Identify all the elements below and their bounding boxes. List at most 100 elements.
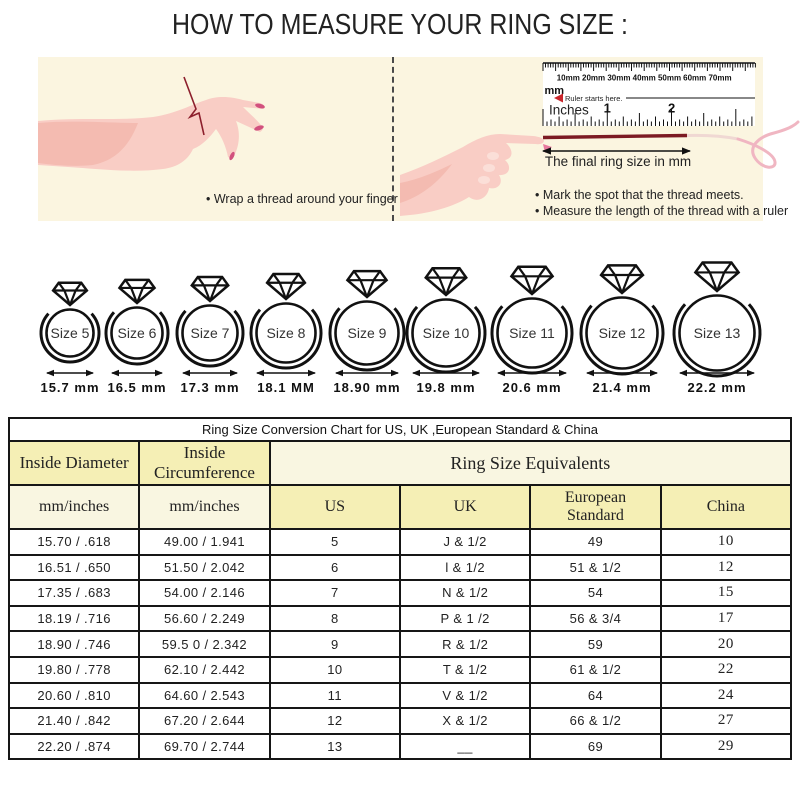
table-cell: 51 & 1/2 <box>529 553 662 582</box>
table-cell: 64.60 / 2.543 <box>138 681 271 710</box>
diamond-facets <box>267 274 305 299</box>
ring-illustration: Size 8 18.1 MM <box>249 274 323 395</box>
header-european: European Standard <box>529 484 662 530</box>
table-cell: 29 <box>659 732 793 761</box>
table-cell: __ <box>398 732 532 761</box>
arrowhead-icon <box>586 369 594 377</box>
ring-illustration: Size 9 18.90 mm <box>328 271 406 395</box>
table-title: Ring Size Conversion Chart for US, UK ,E… <box>8 417 792 442</box>
arrowhead-icon <box>559 369 567 377</box>
table-cell: 20.60 / .810 <box>7 681 141 710</box>
diamond-facets <box>511 267 552 294</box>
table-cell: 16.51 / .650 <box>7 553 141 582</box>
ring-band-inner <box>585 296 659 370</box>
ring-band-outer <box>405 305 487 374</box>
table-cell: 11 <box>268 681 401 710</box>
diamond-icon <box>695 262 738 291</box>
ring-band-outer <box>579 304 665 376</box>
ring-band-outer <box>39 312 101 364</box>
arrowhead-icon <box>747 369 755 377</box>
arrowhead-icon <box>111 369 119 377</box>
diamond-facets <box>192 277 228 301</box>
table-cell: 59 <box>529 630 662 658</box>
ring-band-inner <box>110 306 164 360</box>
table-cell: 15.70 / .618 <box>7 528 141 556</box>
fingernail <box>255 103 265 109</box>
table-cell: 18.19 / .716 <box>7 604 141 633</box>
ring-size-label: Size 13 <box>694 325 741 341</box>
table-row: 20.60 / .810 64.60 / 2.543 11 V & 1/2 64 24 <box>7 681 793 710</box>
table-cell: 22.20 / .874 <box>7 732 141 761</box>
ring-diameter-label: 20.6 mm <box>502 380 561 395</box>
arrowhead-icon <box>650 369 658 377</box>
fingernail <box>229 151 235 161</box>
table-cell: 21.40 / .842 <box>7 707 141 735</box>
diamond-icon <box>119 280 154 303</box>
ruler-mm-label: 20mm <box>582 74 605 83</box>
ruler-starts-here-label: Ruler starts here. <box>565 94 623 103</box>
table-cell: 10 <box>268 655 401 684</box>
table-cell: 59.5 0 / 2.342 <box>138 630 271 658</box>
table-cell: 69 <box>529 732 662 761</box>
diamond-icon <box>347 271 386 297</box>
ring-size-label: Size 11 <box>509 325 555 341</box>
ring-band-outer <box>175 309 245 368</box>
ruler-inch-number: 1 <box>604 101 611 116</box>
table-row: 18.19 / .716 56.60 / 2.249 8 P & 1 /2 56 & 3… <box>7 604 793 633</box>
ring-illustration: Size 7 17.3 mm <box>175 277 245 395</box>
table-cell: 66 & 1/2 <box>529 707 662 735</box>
table-row: 15.70 / .618 49.00 / 1.941 5 J & 1/2 49 10 <box>7 528 793 556</box>
diamond-facets <box>347 271 386 297</box>
ruler-inches-label: Inches <box>549 103 589 118</box>
diamond-icon <box>426 268 467 295</box>
ring-illustration: Size 11 20.6 mm <box>490 267 574 395</box>
table-cell: 6 <box>268 553 401 582</box>
table-row: 22.20 / .874 69.70 / 2.744 13 __ 69 29 <box>7 732 793 761</box>
table-cell: 19.80 / .778 <box>7 655 141 684</box>
table-cell: 64 <box>529 681 662 710</box>
ring-band-inner <box>411 298 481 368</box>
ring-illustration: Size 6 16.5 mm <box>104 280 170 395</box>
table-cell: 56.60 / 2.249 <box>138 604 271 633</box>
table-row: 18.90 / .746 59.5 0 / 2.342 9 R & 1/2 59 20 <box>7 630 793 658</box>
diamond-icon <box>53 283 87 305</box>
table-cell: 62.10 / 2.442 <box>138 655 271 684</box>
ring-illustration: Size 12 21.4 mm <box>579 265 665 395</box>
table-cell: 54 <box>529 579 662 607</box>
ring-band-inner <box>678 294 756 372</box>
header-mm-inches-2: mm/inches <box>138 484 271 530</box>
table-cell: 49.00 / 1.941 <box>138 528 271 556</box>
ring-illustration: Size 13 22.2 mm <box>672 262 762 395</box>
table-cell: N & 1/2 <box>398 579 532 607</box>
diamond-facets <box>53 283 87 305</box>
ring-diameter-label: 16.5 mm <box>107 380 166 395</box>
arrowhead-icon <box>682 147 691 155</box>
right-instruction-1: • Mark the spot that the thread meets. <box>535 188 744 202</box>
conversion-table: Ring Size Conversion Chart for US, UK ,E… <box>7 417 793 761</box>
table-cell: 67.20 / 2.644 <box>138 707 271 735</box>
ring-band-outer <box>328 307 406 372</box>
ruler-mm-unit: mm <box>545 85 565 97</box>
ring-diameter-label: 22.2 mm <box>687 380 746 395</box>
ring-diameter-label: 15.7 mm <box>40 380 99 395</box>
header-us: US <box>268 484 401 530</box>
arrowhead-icon <box>335 369 343 377</box>
diamond-icon <box>601 265 643 293</box>
diamond-icon <box>192 277 228 301</box>
table-cell: 49 <box>529 528 662 556</box>
header-inside-diameter: Inside Diameter <box>7 440 141 486</box>
diamond-facets <box>601 265 643 293</box>
table-cell: J & 1/2 <box>398 528 532 556</box>
table-row: 19.80 / .778 62.10 / 2.442 10 T & 1/2 61 & 1… <box>7 655 793 684</box>
ruler-start-marker-icon <box>554 93 563 103</box>
ring-diameter-label: 18.90 mm <box>333 380 400 395</box>
header-inside-circumference: Inside Circumference <box>138 440 271 486</box>
table-row: 21.40 / .842 67.20 / 2.644 12 X & 1/2 66 & 1… <box>7 707 793 735</box>
fingernail <box>254 125 264 131</box>
arrowhead-icon <box>412 369 420 377</box>
table-cell: 8 <box>268 604 401 633</box>
arrowhead-icon <box>472 369 480 377</box>
diamond-icon <box>511 267 552 294</box>
table-row: 16.51 / .650 51.50 / 2.042 6 l & 1/2 51 & 1/… <box>7 553 793 582</box>
